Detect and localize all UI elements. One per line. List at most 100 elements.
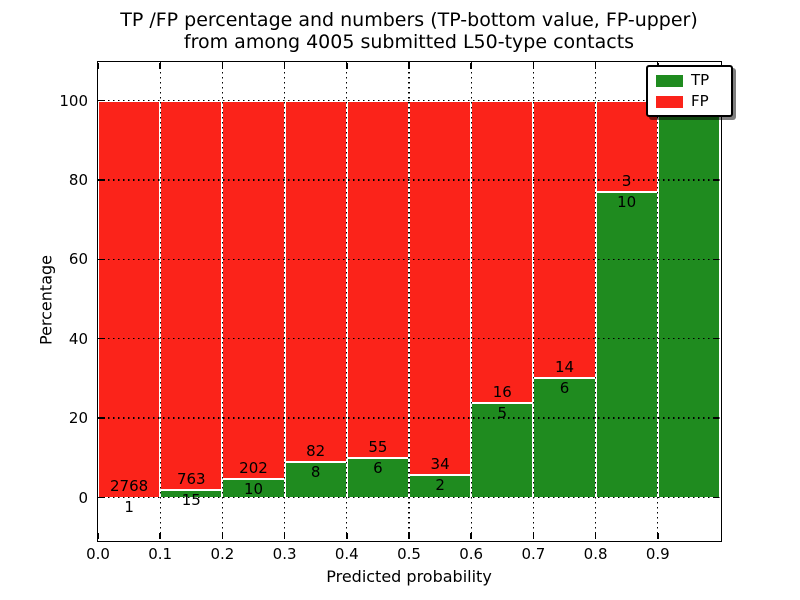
x-tick-mark — [346, 533, 348, 539]
x-tick-label: 0.2 — [210, 545, 235, 563]
x-tick-mark — [221, 63, 224, 69]
fp-count-label: 3 — [621, 172, 632, 191]
fp-count-label: 82 — [306, 442, 326, 461]
x-gridline — [221, 62, 224, 540]
fp-bar-segment — [98, 100, 161, 498]
x-axis-label: Predicted probability — [326, 567, 492, 586]
tp-legend-label: TP — [691, 71, 710, 89]
x-tick-mark — [470, 63, 472, 69]
x-tick-mark — [159, 533, 161, 539]
x-tick-label: 0.5 — [397, 545, 421, 563]
y-tick-mark — [713, 258, 719, 261]
x-tick-mark — [97, 63, 99, 69]
y-tick-mark — [99, 417, 105, 419]
legend: TP FP — [646, 65, 733, 117]
fp-bar-segment — [533, 100, 596, 379]
tp-legend-swatch — [656, 74, 683, 87]
y-tick-label: 40 — [68, 329, 88, 348]
x-tick-mark — [470, 533, 472, 539]
y-tick-mark — [713, 179, 719, 181]
x-tick-label: 0.8 — [583, 545, 608, 563]
x-tick-mark — [408, 63, 410, 69]
x-tick-label: 0.1 — [148, 545, 173, 563]
x-tick-mark — [159, 63, 161, 69]
stacked-bar — [98, 100, 161, 498]
x-gridline — [283, 62, 286, 540]
x-gridline — [594, 62, 597, 540]
fp-count-label: 763 — [176, 469, 206, 488]
fp-legend-label: FP — [691, 92, 709, 110]
tp-count-label: 5 — [497, 403, 508, 422]
x-tick-mark — [594, 533, 597, 539]
x-tick-mark — [657, 533, 659, 539]
x-gridline — [657, 62, 659, 540]
x-tick-mark — [594, 63, 597, 69]
fp-bar-segment — [160, 100, 223, 490]
x-tick-label: 0.0 — [86, 545, 110, 563]
x-tick-mark — [283, 63, 286, 69]
stacked-bar — [409, 100, 472, 498]
x-tick-label: 0.6 — [459, 545, 484, 563]
x-tick-label: 0.3 — [272, 545, 297, 563]
fp-count-label: 2768 — [110, 477, 149, 496]
x-tick-label: 0.9 — [645, 545, 670, 563]
y-tick-mark — [99, 258, 105, 261]
y-tick-label: 100 — [59, 91, 88, 110]
tp-count-label: 6 — [559, 379, 570, 398]
x-gridline — [159, 62, 161, 540]
tp-bar-segment — [595, 192, 658, 498]
tp-bar-segment — [657, 100, 720, 498]
tp-count-label: 1 — [124, 498, 134, 517]
tp-count-label: 10 — [617, 193, 637, 212]
x-tick-mark — [532, 63, 535, 69]
stacked-bar — [533, 100, 596, 498]
y-tick-mark — [713, 496, 719, 499]
x-tick-mark — [283, 533, 286, 539]
tp-count-label: 10 — [243, 479, 264, 498]
x-tick-mark — [408, 533, 410, 539]
fp-legend-swatch — [656, 95, 683, 108]
fp-bar-segment — [222, 100, 285, 479]
chart-title-line2: from among 4005 submitted L50-type conta… — [183, 31, 635, 53]
y-tick-mark — [713, 337, 719, 340]
stacked-bar — [657, 100, 720, 498]
fp-count-label: 34 — [430, 455, 450, 474]
legend-item-tp: TP — [656, 73, 727, 88]
tp-count-label: 6 — [373, 459, 383, 478]
x-gridline — [532, 62, 535, 540]
x-gridline — [346, 62, 348, 540]
stacked-bar — [160, 100, 223, 498]
y-tick-label: 80 — [68, 170, 88, 189]
y-tick-mark — [99, 496, 105, 499]
fp-count-label: 14 — [554, 358, 575, 377]
y-tick-mark — [99, 179, 105, 181]
fp-bar-segment — [346, 100, 409, 459]
stacked-bar — [471, 100, 534, 498]
y-tick-mark — [99, 99, 105, 102]
fp-count-label: 202 — [239, 458, 268, 477]
fp-bar-segment — [284, 100, 347, 463]
fp-count-label: 55 — [368, 438, 388, 457]
tp-count-label: 2 — [435, 476, 445, 495]
stacked-bar — [595, 100, 658, 498]
x-tick-mark — [532, 533, 535, 539]
y-tick-mark — [713, 417, 719, 419]
stacked-bar — [284, 100, 347, 498]
legend-item-fp: FP — [656, 94, 727, 109]
y-tick-label: 20 — [68, 409, 88, 428]
y-tick-mark — [99, 337, 105, 340]
x-tick-label: 0.4 — [334, 545, 359, 563]
x-tick-mark — [221, 533, 224, 539]
chart-title: TP /FP percentage and numbers (TP-bottom… — [98, 9, 720, 53]
x-gridline — [470, 62, 472, 540]
x-tick-mark — [346, 63, 348, 69]
fp-count-label: 16 — [492, 382, 512, 401]
x-gridline — [408, 62, 410, 540]
x-tick-mark — [97, 533, 99, 539]
stacked-bar — [222, 100, 285, 498]
fp-bar-segment — [409, 100, 472, 476]
tp-count-label: 15 — [181, 490, 201, 509]
fp-bar-segment — [471, 100, 534, 403]
tp-count-label: 8 — [310, 463, 321, 482]
